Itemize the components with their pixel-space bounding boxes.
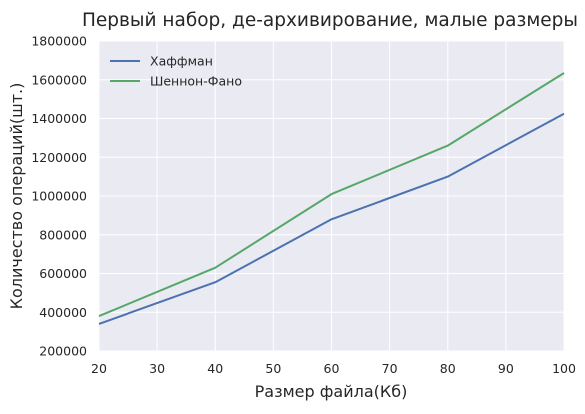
y-tick-label: 1200000 bbox=[31, 150, 87, 165]
series-line-1 bbox=[98, 72, 565, 318]
y-tick-labels: 200000 400000 600000 800000 1000000 1200000 14… bbox=[31, 34, 87, 359]
grid-lines bbox=[98, 40, 565, 352]
x-tick-label: 30 bbox=[149, 361, 165, 376]
y-tick-label: 1000000 bbox=[31, 189, 87, 204]
y-tick-label: 800000 bbox=[39, 227, 87, 242]
y-tick-label: 1600000 bbox=[31, 72, 87, 87]
x-tick-label: 50 bbox=[265, 361, 281, 376]
x-tick-labels: 20 30 40 50 60 70 80 90 100 bbox=[91, 361, 576, 376]
x-tick-label: 70 bbox=[382, 361, 398, 376]
y-tick-label: 1800000 bbox=[31, 34, 87, 49]
y-tick-label: 400000 bbox=[39, 305, 87, 320]
chart-title: Первый набор, де-архивирование, малые ра… bbox=[82, 10, 578, 31]
legend: Хаффман Шеннон-Фано bbox=[110, 54, 242, 89]
legend-label-1: Шеннон-Фано bbox=[150, 74, 242, 89]
x-tick-label: 20 bbox=[91, 361, 107, 376]
y-tick-label: 1400000 bbox=[31, 111, 87, 126]
x-tick-label: 80 bbox=[440, 361, 456, 376]
x-axis-label: Размер файла(Кб) bbox=[255, 382, 408, 401]
x-tick-label: 100 bbox=[552, 361, 576, 376]
series-lines bbox=[98, 72, 565, 325]
series-line-0 bbox=[98, 112, 565, 325]
x-tick-label: 60 bbox=[324, 361, 340, 376]
legend-label-0: Хаффман bbox=[150, 54, 213, 69]
x-tick-label: 40 bbox=[207, 361, 223, 376]
y-tick-label: 600000 bbox=[39, 266, 87, 281]
x-tick-label: 90 bbox=[498, 361, 514, 376]
y-axis-label: Количество операций(шт.) bbox=[7, 83, 26, 310]
y-tick-label: 200000 bbox=[39, 344, 87, 359]
